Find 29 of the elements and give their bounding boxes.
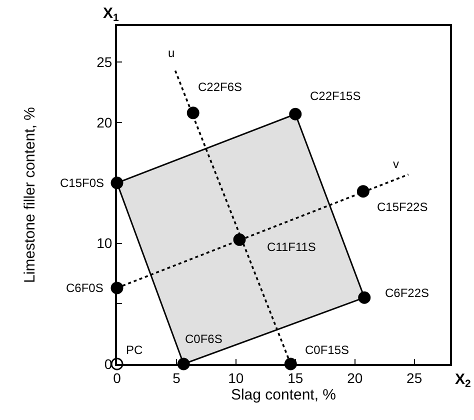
y-tick-label: 20 xyxy=(96,114,112,130)
point xyxy=(289,108,302,120)
annotation: C11F11S xyxy=(267,240,316,254)
annotation: v xyxy=(393,157,399,171)
y-tick-label: 10 xyxy=(96,235,112,252)
annotation: C22F15S xyxy=(310,89,361,103)
x-tick-label: 15 xyxy=(288,370,304,386)
annotation: PC xyxy=(126,343,144,357)
y-axis-title: Limestone filler content, % xyxy=(21,107,38,283)
point xyxy=(358,291,371,304)
x-tick-label: 10 xyxy=(228,370,244,386)
y-tick-label: 25 xyxy=(96,54,112,70)
point xyxy=(233,233,246,246)
annotation: C6F0S xyxy=(66,281,104,295)
annotation: C0F15S xyxy=(305,343,350,357)
point xyxy=(186,106,200,120)
point xyxy=(356,185,370,198)
text: X$_{1}$ xyxy=(103,5,120,24)
annotation: C6F22S xyxy=(385,286,430,300)
annotation: C22F6S xyxy=(198,80,242,94)
x-axis-title: Slag content, % xyxy=(230,386,336,404)
x-tick-label: 5 xyxy=(172,370,181,386)
annotation: C15F22S xyxy=(377,200,428,214)
x-tick-label: 20 xyxy=(347,370,363,386)
x-tick-label: 25 xyxy=(406,370,422,386)
annotation: C0F6S xyxy=(185,332,222,346)
annotation: u xyxy=(168,46,175,60)
annotation: C15F0S xyxy=(60,176,104,190)
text: X$_{2}$ xyxy=(455,371,472,390)
